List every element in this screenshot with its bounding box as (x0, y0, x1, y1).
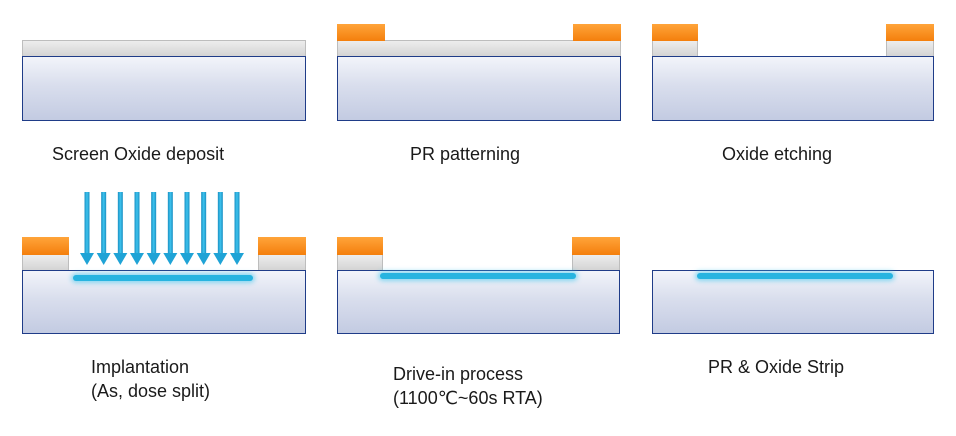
photoresist-left (337, 24, 385, 41)
oxide-remaining-right (572, 254, 620, 271)
implant-layer (697, 273, 893, 279)
ion-arrow-head (196, 253, 211, 265)
implant-layer (380, 273, 576, 279)
ion-arrow-head (163, 253, 178, 265)
ion-arrow-shaft (234, 192, 240, 254)
silicon-substrate (337, 270, 620, 334)
oxide-remaining-left (22, 254, 69, 271)
ion-arrow-shaft (151, 192, 157, 254)
photoresist-right (886, 24, 934, 41)
ion-arrow-shaft (134, 192, 140, 254)
step-label: Implantation (As, dose split) (91, 357, 211, 401)
step-label: PR & Oxide Strip (708, 357, 845, 377)
oxide-remaining-left (337, 254, 383, 271)
ion-arrow-shaft (201, 192, 207, 254)
photoresist-left (337, 237, 383, 255)
ion-arrow-head (80, 253, 94, 265)
silicon-substrate (22, 56, 306, 121)
ion-arrow-head (180, 253, 194, 265)
ion-arrow-shaft (101, 192, 107, 254)
ion-arrow-shaft (117, 192, 123, 254)
photoresist-right (572, 237, 620, 255)
silicon-substrate (652, 270, 934, 334)
ion-arrow-shaft (217, 192, 223, 254)
ion-arrow-head (130, 253, 144, 265)
photoresist-right (258, 237, 306, 255)
step-label: Oxide etching (722, 144, 833, 164)
silicon-substrate (337, 56, 621, 121)
ion-arrow-head (146, 253, 161, 265)
step-label: PR patterning (410, 144, 521, 164)
ion-arrow-head (113, 253, 128, 265)
step-label: Drive-in process (1100℃~60s RTA) (393, 364, 543, 408)
ion-arrow-shaft (84, 192, 90, 254)
ion-arrow-head (230, 253, 244, 265)
step-label: Screen Oxide deposit (52, 144, 225, 164)
ion-arrow-head (96, 253, 111, 265)
silicon-substrate (652, 56, 934, 121)
photoresist-left (652, 24, 698, 41)
photoresist-right (573, 24, 621, 41)
ion-arrow-head (213, 253, 228, 265)
oxide-remaining-right (258, 254, 306, 271)
implant-layer (73, 275, 253, 281)
photoresist-left (22, 237, 69, 255)
ion-arrow-shaft (167, 192, 173, 254)
ion-arrow-shaft (184, 192, 190, 254)
